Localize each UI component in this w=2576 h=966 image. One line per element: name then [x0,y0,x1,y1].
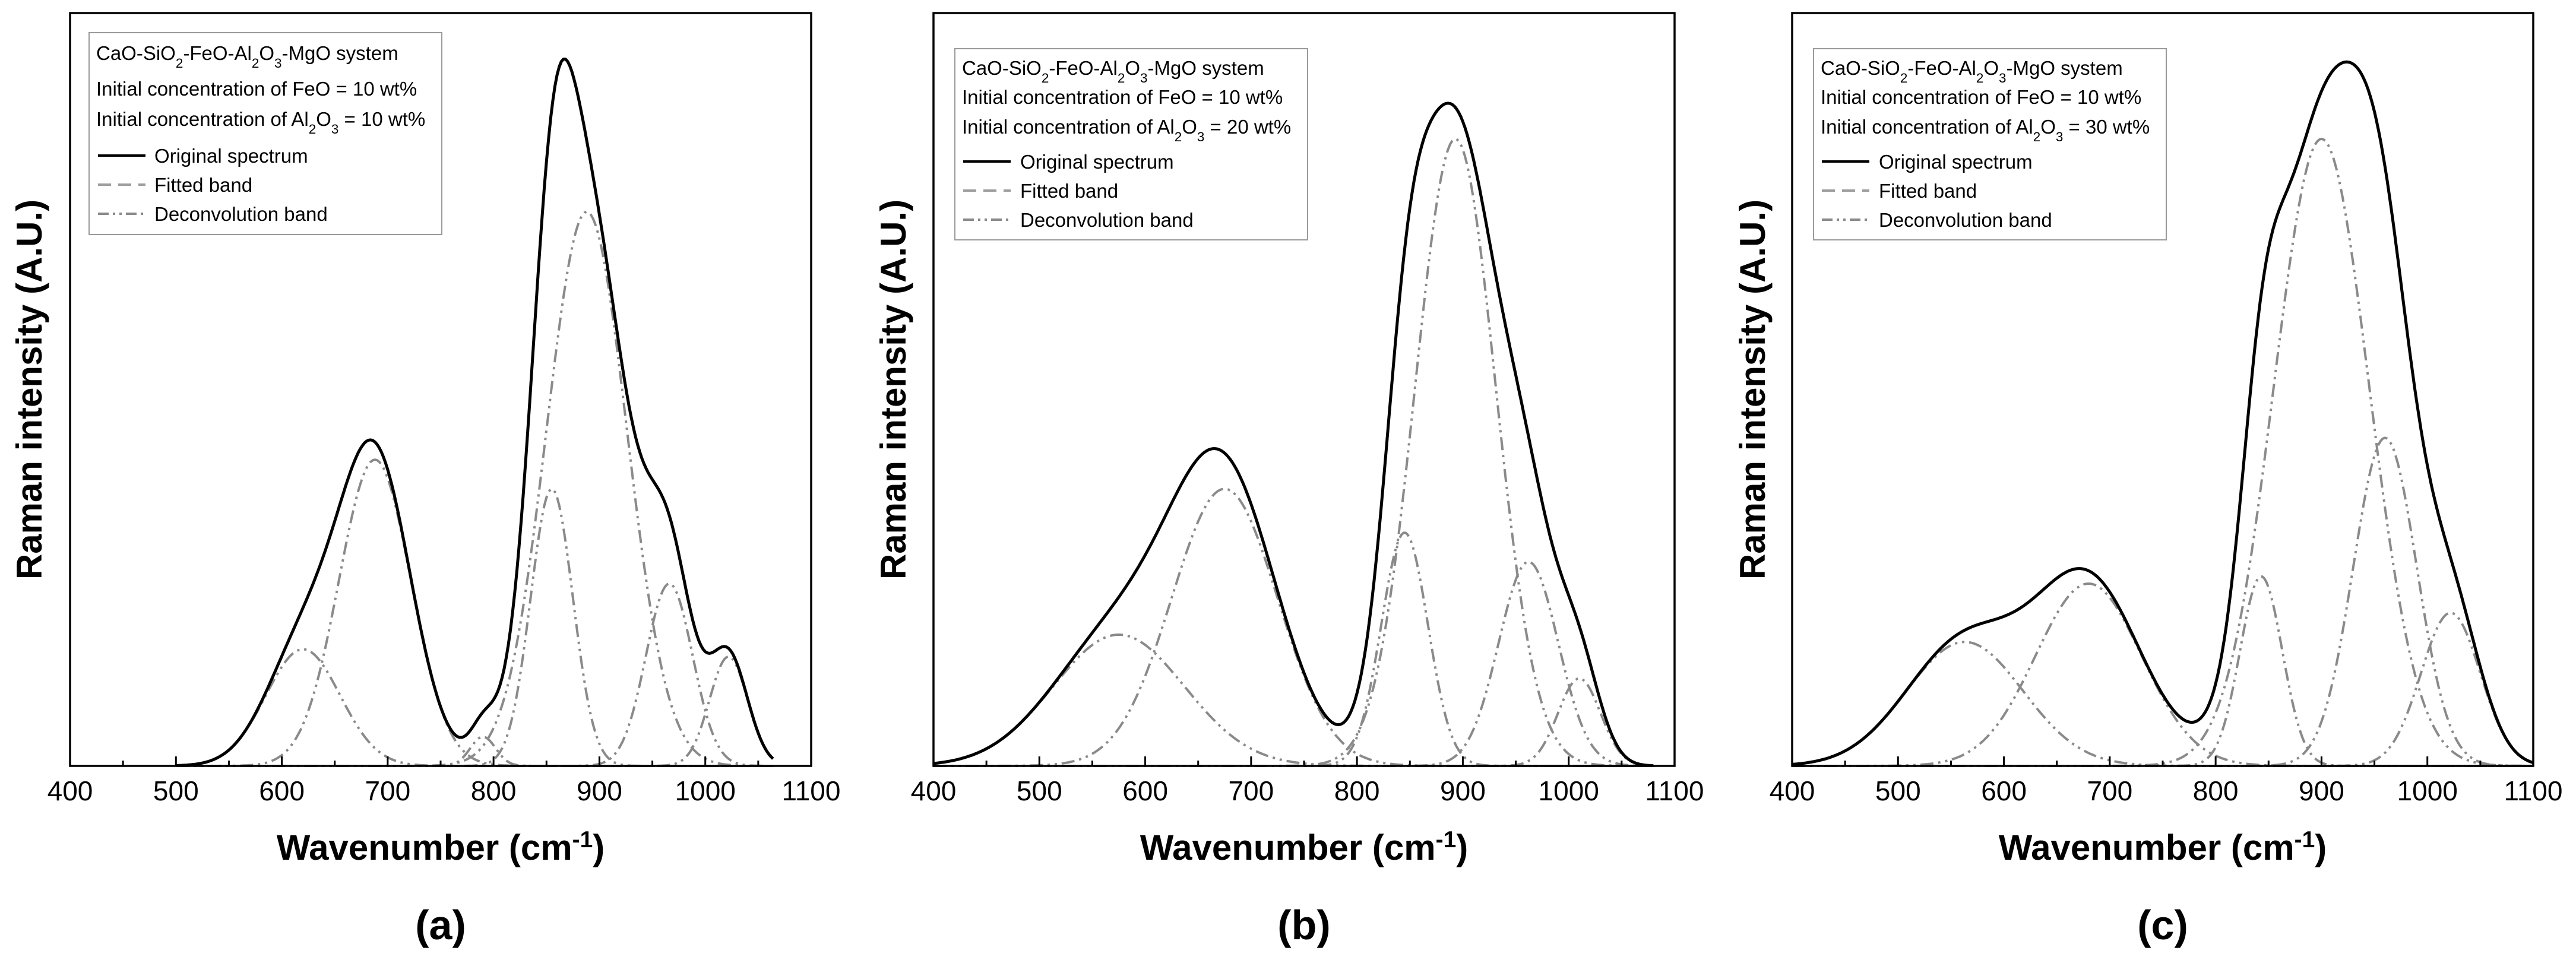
panel-c-legend-fitted: Fitted band [1879,180,1977,202]
panel-b-legend-fitted: Fitted band [1020,180,1118,202]
panel-c-legend-feo: Initial concentration of FeO = 10 wt% [1821,86,2141,108]
deconvolution-band-2 [176,458,773,767]
panel-b-legend-al2o3: Initial concentration of Al2O3 = 20 wt% [962,116,1291,144]
panel-b-y-axis-title: Raman intensity (A.U.) [874,199,913,579]
panel-a-label: (a) [415,902,466,948]
panel-a-legend: CaO-SiO2-FeO-Al2O3-MgO system Initial co… [88,32,442,235]
deconvolution-band-6 [933,677,1654,767]
x-tick-label: 400 [48,775,93,806]
panel-b-x-ticks: 400 500 600 700 800 900 1000 1100 [911,756,1704,806]
x-tick-label: 500 [153,775,199,806]
deconvolution-band-1 [176,648,773,767]
x-tick-label: 1100 [1645,775,1704,806]
panel-b: 400 500 600 700 800 900 1000 1100 CaO-SiO2-FeO-… [874,12,1704,948]
deconvolution-band-3 [176,735,773,767]
panel-a-legend-fitted: Fitted band [154,174,252,196]
x-tick-label: 1100 [2504,775,2563,806]
panel-c: 400 500 600 700 800 900 1000 1100 CaO-SiO2-FeO-… [1733,12,2563,948]
x-tick-label: 900 [2299,775,2344,806]
deconvolution-band-5 [176,210,773,767]
x-tick-label: 1000 [675,775,736,806]
panel-c-legend-deconv: Deconvolution band [1879,209,2052,231]
panel-a-legend-deconv: Deconvolution band [154,203,328,225]
x-tick-label: 500 [1017,775,1062,806]
x-tick-label: 700 [2087,775,2132,806]
x-tick-label: 1000 [1539,775,1599,806]
panel-c-label: (c) [2137,902,2188,948]
panel-a-legend-feo: Initial concentration of FeO = 10 wt% [96,78,417,100]
deconvolution-band-2 [1792,582,2533,767]
x-tick-label: 900 [577,775,622,806]
panel-c-legend-al2o3: Initial concentration of Al2O3 = 30 wt% [1821,116,2150,144]
original-spectrum-line [1792,60,2534,766]
deconvolution-band-1 [1792,641,2533,767]
deconvolution-band-6 [176,582,773,767]
panel-b-legend-system: CaO-SiO2-FeO-Al2O3-MgO system [962,57,1264,85]
x-tick-label: 400 [1770,775,1815,806]
panel-c-legend-original: Original spectrum [1879,151,2033,173]
x-tick-label: 400 [911,775,957,806]
panel-a-legend-system: CaO-SiO2-FeO-Al2O3-MgO system [96,42,398,71]
panel-a-x-ticks: 400 500 600 700 800 900 1000 1100 [48,756,841,806]
panel-c-y-axis-title: Raman intensity (A.U.) [1733,199,1773,579]
panel-b-legend-deconv: Deconvolution band [1020,209,1194,231]
x-tick-label: 800 [2193,775,2239,806]
panel-b-legend-original: Original spectrum [1020,151,1174,173]
original-spectrum-line [933,102,1654,768]
panel-b-legend: CaO-SiO2-FeO-Al2O3-MgO system Initial co… [954,48,1308,240]
panel-a-legend-box [88,32,442,235]
deconvolution-band-6 [1792,612,2534,767]
deconvolution-band-2 [933,487,1654,767]
deconvolution-band-7 [176,655,774,767]
panel-a-x-axis-title: Wavenumber (cm-1) [277,827,605,868]
x-tick-label: 1000 [2397,775,2458,806]
panel-a: 400 500 600 700 800 900 1000 1100 CaO-SiO2-FeO-… [10,12,841,948]
original-spectrum-line [176,58,774,767]
panel-a-y-axis-title: Raman intensity (A.U.) [10,199,49,579]
panel-c-legend-system: CaO-SiO2-FeO-Al2O3-MgO system [1821,57,2123,85]
x-tick-label: 800 [471,775,517,806]
panel-b-legend-box [954,48,1308,240]
panel-a-legend-original: Original spectrum [154,145,308,167]
panel-b-legend-feo: Initial concentration of FeO = 10 wt% [962,86,1283,108]
panel-c-x-axis-title: Wavenumber (cm-1) [1999,827,2327,868]
panel-a-legend-al2o3: Initial concentration of Al2O3 = 10 wt% [96,108,425,137]
x-tick-label: 600 [1122,775,1168,806]
x-tick-label: 500 [1875,775,1921,806]
deconvolution-band-5 [933,560,1654,767]
panel-b-x-axis-title: Wavenumber (cm-1) [1140,827,1469,868]
x-tick-label: 700 [365,775,410,806]
panel-c-x-ticks: 400 500 600 700 800 900 1000 1100 [1770,756,2563,806]
x-tick-label: 600 [1981,775,2027,806]
x-tick-label: 700 [1228,775,1274,806]
deconvolution-band-5 [1792,436,2533,767]
panel-c-legend: CaO-SiO2-FeO-Al2O3-MgO system Initial co… [1813,48,2167,240]
x-tick-label: 600 [259,775,305,806]
panel-b-label: (b) [1277,902,1330,948]
x-tick-label: 900 [1440,775,1486,806]
x-tick-label: 800 [1334,775,1380,806]
panel-c-legend-box [1813,48,2167,240]
x-tick-label: 1100 [782,775,841,806]
